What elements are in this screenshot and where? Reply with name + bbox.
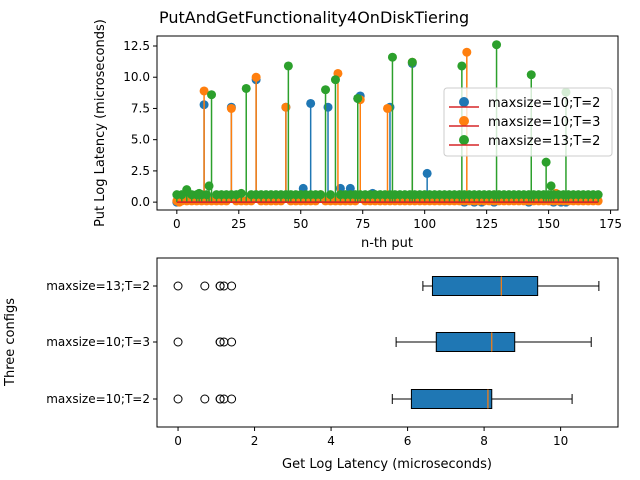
- stem-marker: [283, 61, 293, 71]
- stem-marker: [261, 190, 271, 200]
- chart-title: PutAndGetFunctionality4OnDiskTiering: [159, 8, 469, 27]
- boxplot-x-tick-label: 8: [480, 434, 488, 448]
- stem-marker: [422, 168, 432, 178]
- stem-x-tick-label: 100: [413, 217, 436, 231]
- stem-marker: [345, 183, 355, 193]
- boxplot-x-tick-label: 10: [553, 434, 568, 448]
- boxplot-y-tick-label: maxsize=10;T=3: [46, 335, 150, 349]
- legend-marker-series-1: [459, 97, 469, 107]
- stem-marker: [387, 52, 397, 62]
- box-outlier: [227, 394, 237, 404]
- stem-marker: [330, 75, 340, 85]
- box-1: [173, 389, 573, 409]
- stem-y-tick-label: 5.0: [131, 133, 150, 147]
- stem-marker: [231, 190, 241, 200]
- legend-label-series-2: maxsize=10;T=3: [488, 115, 600, 130]
- stem-marker: [316, 190, 326, 200]
- stem-marker: [457, 61, 467, 71]
- stem-x-tick-label: 0: [173, 217, 181, 231]
- box-outlier: [200, 394, 210, 404]
- stem-marker: [383, 103, 392, 113]
- stem-series-3: [172, 40, 603, 203]
- stem-y-tick-label: 0.0: [131, 195, 150, 209]
- stem-marker: [202, 190, 212, 200]
- box-outlier: [227, 337, 237, 347]
- boxplot-x-tick-label: 4: [327, 434, 335, 448]
- box-iqr: [435, 332, 516, 352]
- legend-marker-series-3: [459, 135, 469, 145]
- stem-marker: [546, 181, 556, 191]
- stem-marker: [207, 90, 217, 100]
- stem-legend: maxsize=10;T=2 maxsize=10;T=3 maxsize=13…: [443, 87, 613, 157]
- stem-y-ticks: 0.0 2.5 5.0 7.5 10.0 12.5: [123, 39, 157, 209]
- stem-marker: [407, 57, 417, 67]
- stem-marker: [325, 190, 335, 200]
- boxplot-y-tick-label: maxsize=10;T=2: [46, 392, 150, 406]
- stem-y-tick-label: 2.5: [131, 164, 150, 178]
- box-3: [173, 276, 600, 296]
- stem-y-tick-label: 7.5: [131, 101, 150, 115]
- boxplot-x-tick-label: 0: [174, 434, 182, 448]
- stem-plot-marks: [172, 40, 603, 207]
- stem-marker: [306, 98, 316, 108]
- stem-marker: [462, 47, 472, 57]
- stem-y-axis-label: Put Log Latency (microseconds): [93, 19, 108, 227]
- stem-marker: [526, 70, 536, 80]
- stem-marker: [251, 72, 261, 82]
- stem-y-tick-label: 12.5: [123, 39, 150, 53]
- stem-x-tick-label: 75: [355, 217, 370, 231]
- boxplot-y-tick-label: maxsize=13;T=2: [46, 279, 150, 293]
- legend-label-series-3: maxsize=13;T=2: [488, 134, 600, 149]
- box-iqr: [410, 389, 493, 409]
- stem-x-tick-label: 50: [293, 217, 308, 231]
- stem-marker: [199, 86, 209, 96]
- stem-marker: [593, 190, 603, 200]
- box-outlier: [227, 281, 237, 291]
- boxplot-y-axis-label: Three configs: [3, 298, 18, 387]
- box-outlier: [215, 337, 225, 347]
- box-outlier: [200, 281, 210, 291]
- boxplot-marks: [173, 276, 600, 409]
- legend-frame: [443, 87, 613, 157]
- stem-x-tick-label: 150: [537, 217, 560, 231]
- boxplot-chart: 0 2 4 6 8 10 maxsize=10;T=2maxsize=10;T=3maxs…: [3, 257, 619, 472]
- box-outlier: [173, 337, 183, 347]
- stem-x-ticks: 0 25 50 75 100 125 150 175: [173, 210, 622, 231]
- box-2: [173, 332, 592, 352]
- box-outlier: [173, 281, 183, 291]
- stem-y-tick-label: 10.0: [123, 70, 150, 84]
- stem-x-tick-label: 25: [231, 217, 246, 231]
- boxplot-x-tick-label: 2: [251, 434, 259, 448]
- legend-marker-series-2: [459, 116, 469, 126]
- stem-marker: [321, 85, 331, 95]
- stem-plot-frame: [156, 35, 619, 211]
- stem-x-tick-label: 125: [475, 217, 498, 231]
- box-outlier: [215, 281, 225, 291]
- stem-marker: [226, 103, 236, 113]
- stem-marker: [541, 157, 551, 167]
- box-outlier: [173, 394, 183, 404]
- stem-x-tick-label: 175: [599, 217, 622, 231]
- boxplot-x-axis-label: Get Log Latency (microseconds): [282, 457, 492, 472]
- boxplot-x-tick-label: 6: [404, 434, 412, 448]
- boxplot-x-ticks: 0 2 4 6 8 10: [174, 427, 568, 448]
- stem-x-axis-label: n-th put: [361, 236, 413, 251]
- boxplot-y-ticks: maxsize=10;T=2 maxsize=10;T=3 maxsize=13;T…: [46, 279, 157, 406]
- stem-marker: [492, 40, 502, 50]
- stem-chart: 0 25 50 75 100 125 150 175 0.0 2.5 5.0 7.5 10.0 12.5…: [93, 19, 622, 251]
- stem-marker: [241, 83, 251, 93]
- legend-label-series-1: maxsize=10;T=2: [488, 96, 600, 111]
- box-outlier: [215, 394, 225, 404]
- box-iqr: [431, 276, 539, 296]
- stem-marker: [353, 93, 363, 103]
- stem-marker: [177, 190, 187, 200]
